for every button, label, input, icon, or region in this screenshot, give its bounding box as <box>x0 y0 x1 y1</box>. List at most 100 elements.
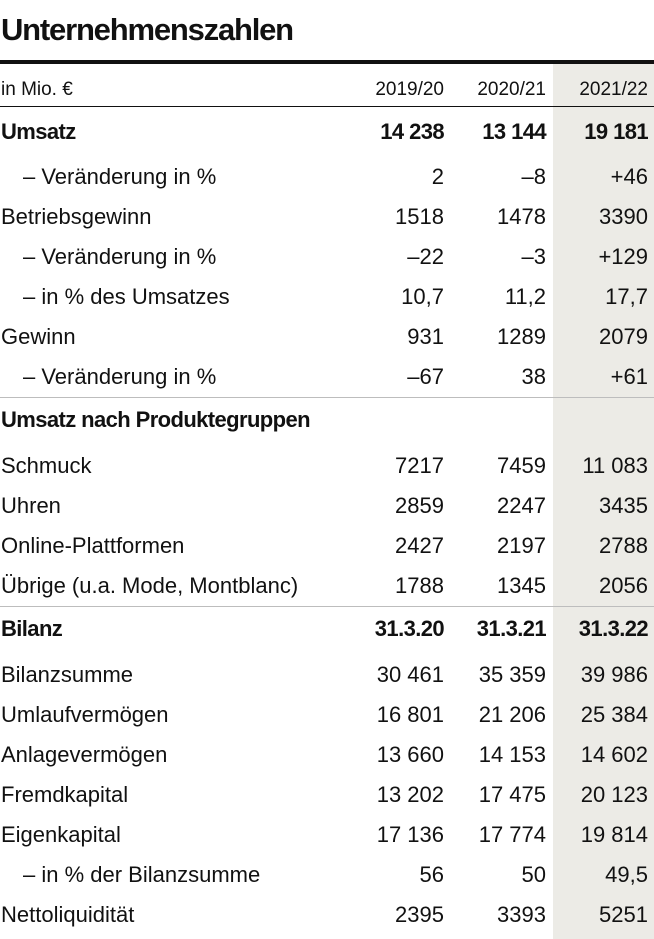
table-row: – Veränderung in % –67 38 +61 <box>0 357 654 397</box>
row-label: Online-Plattformen <box>1 533 185 558</box>
value-2019-20: 56 <box>419 862 444 887</box>
value-2020-21: 21 206 <box>478 702 546 727</box>
value-2020-21: –8 <box>521 164 546 189</box>
value-2021-22: 19 181 <box>584 119 648 144</box>
date-2021-22: 31.3.22 <box>578 616 649 641</box>
date-2020-21: 31.3.21 <box>476 616 547 641</box>
section-heading: Umsatz nach Produktegruppen <box>1 407 311 432</box>
value-2021-22: 2079 <box>599 324 648 349</box>
table-row: Nettoliquidität 2395 3393 5251 <box>0 895 654 935</box>
table-row: Online-Plattformen 2427 2197 2788 <box>0 526 654 566</box>
value-2021-22: 3390 <box>599 204 648 229</box>
value-2020-21: 38 <box>521 364 546 389</box>
value-2019-20: 7217 <box>395 453 444 478</box>
row-label: Übrige (u.a. Mode, Montblanc) <box>1 573 299 598</box>
row-label: Schmuck <box>1 453 92 478</box>
table-row: – Veränderung in % 2 –8 +46 <box>0 157 654 197</box>
row-label: Fremdkapital <box>1 782 129 807</box>
table-row: – in % der Bilanzsumme 56 50 49,5 <box>0 855 654 895</box>
value-2019-20: 10,7 <box>401 284 444 309</box>
value-2019-20: 1788 <box>395 573 444 598</box>
table-header: in Mio. € 2019/20 2020/21 2021/22 <box>0 67 654 107</box>
value-2021-22: +129 <box>598 244 648 269</box>
table-row: Uhren 2859 2247 3435 <box>0 486 654 526</box>
value-2020-21: 2197 <box>497 533 546 558</box>
value-2021-22: 2056 <box>599 573 648 598</box>
section-heading-row: Bilanz 31.3.20 31.3.21 31.3.22 <box>0 606 654 655</box>
value-2020-21: 13 144 <box>482 119 546 144</box>
financial-table: Umsatz 14 238 13 144 19 181 – Veränderun… <box>0 107 654 935</box>
value-2020-21: 35 359 <box>478 662 546 687</box>
value-2021-22: 20 123 <box>580 782 648 807</box>
value-2021-22: +61 <box>610 364 648 389</box>
row-label: – in % des Umsatzes <box>23 284 230 309</box>
column-header-2020-21: 2020/21 <box>477 79 546 100</box>
unit-label: in Mio. € <box>1 79 73 100</box>
value-2019-20: 14 238 <box>380 119 444 144</box>
row-label: – Veränderung in % <box>23 244 217 269</box>
value-2021-22: 19 814 <box>580 822 648 847</box>
value-2021-22: 11 083 <box>582 453 648 478</box>
value-2020-21: 17 774 <box>478 822 546 847</box>
date-2019-20: 31.3.20 <box>374 616 445 641</box>
value-2021-22: 17,7 <box>605 284 648 309</box>
row-label: Umlaufvermögen <box>1 702 169 727</box>
row-label: Umsatz <box>1 119 76 144</box>
table-row: Übrige (u.a. Mode, Montblanc) 1788 1345 … <box>0 566 654 606</box>
value-2019-20: 2859 <box>395 493 444 518</box>
section-heading-row: Umsatz nach Produktegruppen <box>0 397 654 446</box>
value-2020-21: 11,2 <box>504 284 546 309</box>
value-2021-22: 3435 <box>599 493 648 518</box>
value-2019-20: 2395 <box>395 902 444 927</box>
row-label: Betriebsgewinn <box>1 204 152 229</box>
value-2019-20: 13 202 <box>376 782 444 807</box>
value-2019-20: 17 136 <box>376 822 444 847</box>
value-2020-21: 3393 <box>497 902 546 927</box>
section-heading: Bilanz <box>1 616 63 641</box>
value-2020-21: 1345 <box>497 573 546 598</box>
row-label: Uhren <box>1 493 61 518</box>
column-header-2021-22: 2021/22 <box>579 79 648 100</box>
value-2019-20: –67 <box>407 364 444 389</box>
highlighted-column-background <box>553 64 654 939</box>
table-row: – in % des Umsatzes 10,7 11,2 17,7 <box>0 277 654 317</box>
page-title: Unternehmenszahlen <box>1 12 294 47</box>
value-2019-20: 1518 <box>395 204 444 229</box>
value-2019-20: 931 <box>407 324 444 349</box>
table-row: Fremdkapital 13 202 17 475 20 123 <box>0 775 654 815</box>
value-2021-22: 25 384 <box>580 702 648 727</box>
value-2020-21: 2247 <box>497 493 546 518</box>
value-2021-22: 5251 <box>599 902 648 927</box>
column-header-2019-20: 2019/20 <box>375 79 444 100</box>
row-label: – in % der Bilanzsumme <box>23 862 261 887</box>
value-2021-22: 14 602 <box>580 742 648 767</box>
value-2021-22: 2788 <box>599 533 648 558</box>
table-row: Umsatz 14 238 13 144 19 181 <box>0 107 654 157</box>
table-row: – Veränderung in % –22 –3 +129 <box>0 237 654 277</box>
value-2019-20: 2427 <box>395 533 444 558</box>
value-2019-20: 30 461 <box>376 662 444 687</box>
value-2021-22: 49,5 <box>605 862 648 887</box>
value-2019-20: 13 660 <box>376 742 444 767</box>
table-row: Gewinn 931 1289 2079 <box>0 317 654 357</box>
value-2020-21: 7459 <box>497 453 546 478</box>
value-2021-22: +46 <box>610 164 648 189</box>
row-label: Gewinn <box>1 324 76 349</box>
row-label: Bilanzsumme <box>1 662 134 687</box>
row-label: Anlagevermögen <box>1 742 168 767</box>
row-label: Nettoliquidität <box>1 902 135 927</box>
table-row: Anlagevermögen 13 660 14 153 14 602 <box>0 735 654 775</box>
title-divider <box>0 60 654 64</box>
table-row: Betriebsgewinn 1518 1478 3390 <box>0 197 654 237</box>
header-divider <box>0 106 654 107</box>
value-2019-20: 16 801 <box>376 702 444 727</box>
table-row: Eigenkapital 17 136 17 774 19 814 <box>0 815 654 855</box>
value-2020-21: 17 475 <box>478 782 546 807</box>
value-2020-21: 14 153 <box>478 742 546 767</box>
table-row: Schmuck 7217 7459 11 083 <box>0 446 654 486</box>
value-2019-20: 2 <box>431 164 444 189</box>
table-row: Bilanzsumme 30 461 35 359 39 986 <box>0 655 654 695</box>
table-row: Umlaufvermögen 16 801 21 206 25 384 <box>0 695 654 735</box>
row-label: – Veränderung in % <box>23 364 217 389</box>
row-label: Eigenkapital <box>1 822 121 847</box>
